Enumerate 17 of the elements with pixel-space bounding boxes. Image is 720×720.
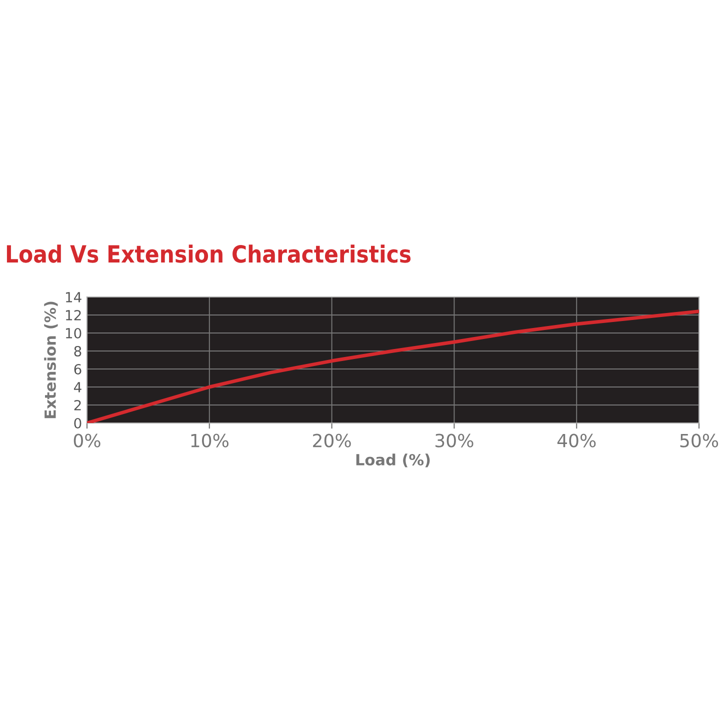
- y-tick-label: 4: [74, 382, 82, 392]
- y-tick-label: 6: [74, 364, 82, 374]
- x-tick-label: 50%: [680, 434, 718, 448]
- chart-title: Load Vs Extension Characteristics: [6, 244, 411, 263]
- x-tick-label: 30%: [436, 434, 474, 448]
- y-tick-label: 10: [66, 328, 82, 338]
- x-tick-label: 10%: [191, 434, 228, 448]
- x-tick-label: 40%: [557, 434, 596, 448]
- x-tick-label: 20%: [313, 434, 351, 448]
- y-axis-title: Extension (%): [44, 302, 58, 418]
- y-tick-label: 12: [66, 310, 81, 320]
- y-tick-label: 2: [74, 400, 81, 410]
- x-axis-title: Load (%): [356, 454, 430, 468]
- y-tick-label: 8: [74, 346, 82, 356]
- y-tick-label: 14: [66, 292, 82, 302]
- y-tick-label: 0: [74, 418, 82, 428]
- x-tick-label: 0%: [74, 434, 100, 448]
